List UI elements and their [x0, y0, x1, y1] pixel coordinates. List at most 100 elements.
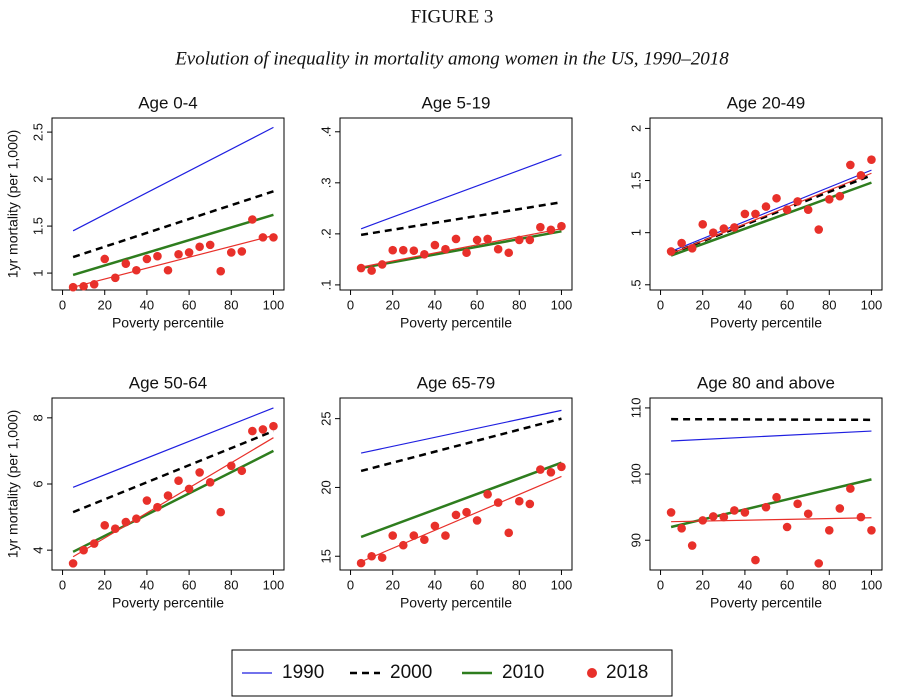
x-tick-label: 100 [861, 577, 883, 592]
y-tick-label: 1.5 [628, 172, 643, 190]
data-point [557, 462, 566, 472]
fit-line [360, 228, 562, 268]
x-tick-label: 60 [780, 577, 794, 592]
data-point [409, 246, 419, 256]
data-point [269, 233, 278, 242]
x-tick-label: 20 [695, 297, 709, 312]
y-tick-label: .1 [318, 279, 333, 290]
data-point [493, 498, 503, 507]
data-point [814, 225, 824, 234]
data-point [388, 531, 398, 540]
data-point [835, 191, 845, 201]
data-point [835, 504, 845, 513]
y-tick-label: 1.5 [30, 217, 45, 235]
series-line [671, 430, 872, 442]
x-tick-label: 20 [97, 297, 111, 312]
y-tick-label: 8 [30, 414, 45, 421]
data-point [504, 528, 514, 538]
data-point [174, 249, 183, 259]
data-point [514, 235, 524, 245]
series-line [72, 429, 274, 514]
data-point [751, 209, 760, 219]
x-tick-label: 40 [140, 577, 154, 592]
data-point [687, 541, 697, 550]
data-point [677, 238, 686, 248]
x-tick-label: 0 [657, 297, 664, 312]
data-point [677, 524, 686, 533]
data-point [761, 502, 771, 512]
data-point [184, 484, 194, 494]
x-tick-label: 0 [657, 577, 664, 592]
data-point [698, 516, 708, 525]
data-point [184, 248, 194, 257]
legend-label: 1990 [282, 662, 324, 683]
data-point [68, 559, 78, 568]
data-point [472, 235, 482, 245]
data-point [525, 235, 535, 245]
figure-label: FIGURE 3 [411, 6, 494, 27]
figure-title: Evolution of inequality in mortality amo… [174, 48, 729, 69]
series-line [360, 200, 562, 237]
data-point [398, 245, 408, 255]
data-point [89, 280, 99, 289]
series-line [671, 417, 872, 422]
data-point [740, 209, 750, 219]
series-line [72, 126, 274, 232]
data-point [216, 266, 226, 276]
y-tick-label: .4 [318, 126, 333, 137]
data-point [751, 555, 760, 565]
x-tick-label: 0 [59, 577, 66, 592]
data-point [557, 221, 566, 231]
data-point [388, 245, 398, 255]
panel-title: Age 5-19 [422, 93, 491, 112]
data-point [772, 492, 781, 502]
fit-line [670, 172, 872, 255]
data-point [110, 273, 120, 283]
data-point [761, 202, 771, 211]
data-point [377, 260, 387, 269]
data-point [546, 225, 556, 235]
panel-title: Age 50-64 [129, 373, 207, 392]
data-point [536, 465, 545, 474]
series-line [72, 407, 274, 488]
data-point [205, 240, 215, 250]
x-tick-label: 20 [97, 577, 111, 592]
data-point [269, 421, 278, 431]
y-tick-label: 20 [318, 480, 333, 494]
data-point [483, 490, 492, 499]
x-tick-label: 100 [551, 577, 573, 592]
data-point [430, 240, 440, 250]
x-tick-label: 60 [470, 577, 484, 592]
y-tick-label: 110 [628, 398, 643, 419]
data-point [216, 507, 226, 517]
legend-label: 2000 [390, 662, 432, 683]
plot-frame [649, 117, 883, 291]
data-point [226, 461, 236, 471]
data-point [472, 516, 482, 525]
data-point [195, 242, 204, 252]
y-tick-label: 90 [628, 533, 643, 547]
data-point [793, 197, 802, 206]
data-point [142, 496, 152, 505]
data-point [793, 499, 802, 509]
series-line [360, 461, 562, 539]
data-point [525, 499, 535, 509]
plot-frame [339, 117, 573, 291]
data-point [110, 524, 120, 533]
x-tick-label: 80 [224, 297, 238, 312]
data-point [493, 244, 503, 254]
x-tick-label: 0 [347, 577, 354, 592]
data-point [248, 426, 257, 436]
x-axis-label: Poverty percentile [112, 595, 224, 611]
data-point [856, 171, 866, 180]
y-tick-label: .5 [628, 279, 643, 290]
data-point [782, 522, 792, 532]
x-tick-label: 60 [182, 577, 196, 592]
data-point [79, 281, 88, 291]
data-point [367, 551, 376, 561]
data-point [867, 526, 876, 535]
fit-line [72, 437, 274, 558]
data-point [846, 484, 855, 493]
panel-title: Age 20-49 [727, 93, 805, 112]
